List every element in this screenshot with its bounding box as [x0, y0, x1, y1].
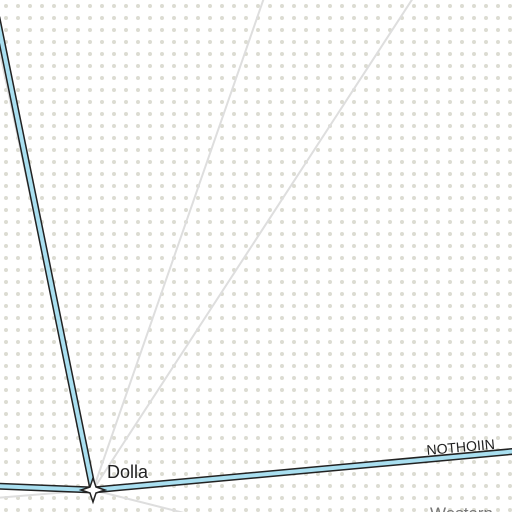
minor-road-line	[92, 489, 185, 512]
minor-road-line	[92, 0, 413, 491]
four-point-star-icon[interactable]	[78, 475, 108, 505]
main-road-west[interactable]	[0, 484, 95, 492]
main-road-east[interactable]	[91, 449, 512, 492]
minor-road-line	[92, 0, 265, 491]
main-road-north[interactable]	[0, 18, 95, 492]
place-label: Dolla	[107, 462, 149, 482]
region-label: Western	[430, 504, 493, 512]
road-label: NOTHOIIN	[426, 436, 496, 458]
